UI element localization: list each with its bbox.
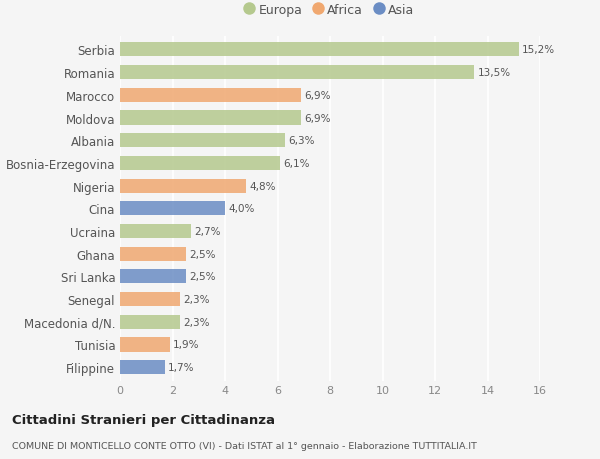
Bar bbox=[120, 111, 301, 125]
Text: 1,9%: 1,9% bbox=[173, 340, 200, 350]
Text: 6,9%: 6,9% bbox=[304, 90, 331, 101]
Bar bbox=[120, 224, 191, 239]
Text: 2,5%: 2,5% bbox=[189, 249, 215, 259]
Text: Cittadini Stranieri per Cittadinanza: Cittadini Stranieri per Cittadinanza bbox=[12, 413, 275, 426]
Text: 6,9%: 6,9% bbox=[304, 113, 331, 123]
Text: 2,3%: 2,3% bbox=[184, 294, 210, 304]
Bar bbox=[120, 315, 181, 329]
Text: 4,8%: 4,8% bbox=[249, 181, 275, 191]
Bar bbox=[120, 66, 475, 80]
Bar bbox=[120, 202, 225, 216]
Text: 6,3%: 6,3% bbox=[289, 136, 315, 146]
Bar bbox=[120, 179, 246, 193]
Bar bbox=[120, 89, 301, 103]
Bar bbox=[120, 338, 170, 352]
Bar bbox=[120, 157, 280, 171]
Text: 4,0%: 4,0% bbox=[228, 204, 254, 214]
Text: COMUNE DI MONTICELLO CONTE OTTO (VI) - Dati ISTAT al 1° gennaio - Elaborazione T: COMUNE DI MONTICELLO CONTE OTTO (VI) - D… bbox=[12, 441, 477, 450]
Text: 2,7%: 2,7% bbox=[194, 226, 221, 236]
Text: 1,7%: 1,7% bbox=[168, 363, 194, 372]
Bar bbox=[120, 360, 164, 375]
Bar bbox=[120, 292, 181, 307]
Bar bbox=[120, 270, 185, 284]
Text: 2,5%: 2,5% bbox=[189, 272, 215, 282]
Bar bbox=[120, 43, 519, 57]
Text: 15,2%: 15,2% bbox=[522, 45, 555, 55]
Legend: Europa, Africa, Asia: Europa, Africa, Asia bbox=[243, 2, 417, 20]
Text: 2,3%: 2,3% bbox=[184, 317, 210, 327]
Bar bbox=[120, 247, 185, 261]
Bar bbox=[120, 134, 286, 148]
Text: 13,5%: 13,5% bbox=[478, 68, 511, 78]
Text: 6,1%: 6,1% bbox=[283, 158, 310, 168]
